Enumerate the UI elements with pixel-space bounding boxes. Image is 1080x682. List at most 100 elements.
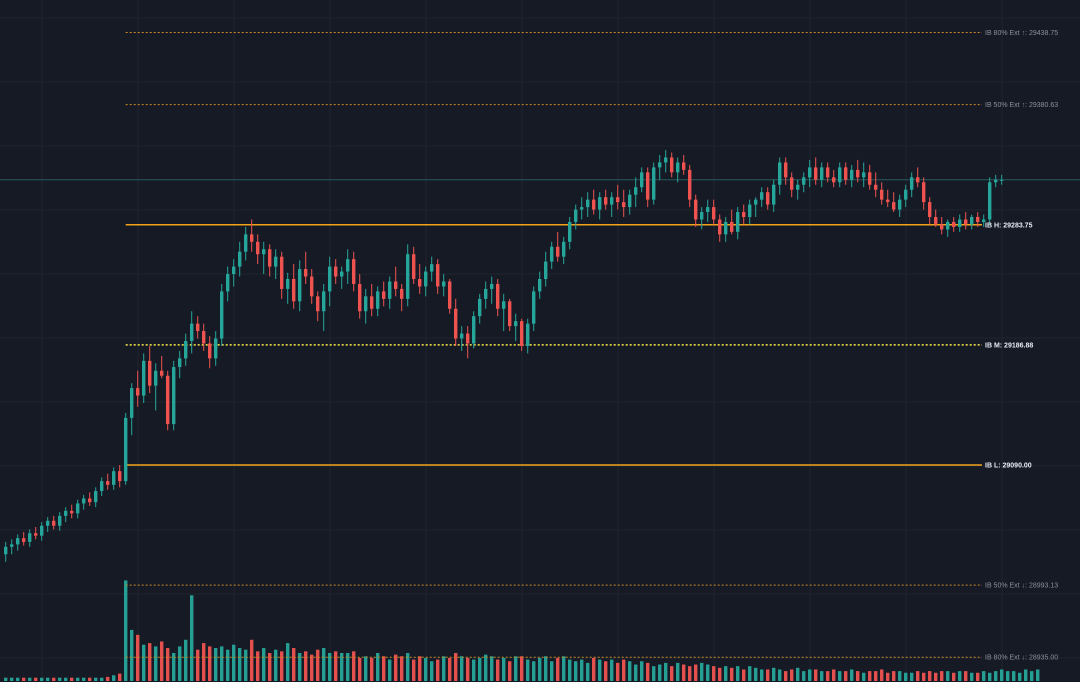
candle-body [604, 197, 608, 205]
candle-body [46, 520, 50, 526]
candle-body [424, 271, 428, 287]
volume-bar [334, 651, 338, 681]
volume-bar [208, 646, 212, 681]
candle-body [706, 207, 710, 213]
candle-body [646, 172, 650, 200]
candle-body [436, 264, 440, 287]
volume-bar [580, 659, 584, 681]
candle-body [400, 288, 404, 299]
candle-body [928, 202, 932, 217]
candle-body [124, 417, 128, 482]
volume-bar [496, 659, 500, 681]
candle-body [790, 177, 794, 190]
volume-bar [298, 652, 302, 681]
volume-bar [238, 648, 242, 681]
volume-bar [196, 649, 200, 681]
volume-bar [346, 652, 350, 681]
candle-body [52, 520, 56, 526]
candle-body [334, 266, 338, 277]
volume-bar [970, 672, 974, 681]
volume-bar [244, 649, 248, 681]
candle-body [244, 234, 248, 252]
candle-body [346, 259, 350, 272]
candle-body [256, 241, 260, 255]
volume-bar [718, 667, 722, 681]
candle-body [208, 343, 212, 359]
candle-body [1000, 179, 1004, 181]
candle-body [676, 162, 680, 173]
volume-bar [952, 672, 956, 681]
volume-bar [394, 654, 398, 681]
volume-bar [400, 656, 404, 681]
ib-level-label: IB L: 29090.00 [985, 463, 1032, 470]
volume-bar [226, 649, 230, 681]
volume-bar [178, 646, 182, 681]
candle-body [220, 291, 224, 339]
candle-body [100, 481, 104, 492]
candle-body [598, 197, 602, 210]
volume-bar [382, 656, 386, 681]
volume-bar [370, 657, 374, 681]
volume-bar [682, 664, 686, 681]
volume-bar [838, 671, 842, 681]
volume-bar [760, 669, 764, 681]
candle-body [412, 254, 416, 279]
candle-body [172, 367, 176, 425]
volume-bar [472, 659, 476, 681]
volume-bar [640, 661, 644, 681]
candle-body [214, 338, 218, 359]
volume-bar [862, 672, 866, 681]
candle-body [526, 323, 530, 346]
candle-body [964, 219, 968, 225]
candle-body [718, 219, 722, 235]
candle-body [850, 169, 854, 180]
candle-body [838, 167, 842, 183]
candle-body [766, 192, 770, 205]
candle-body [64, 510, 68, 516]
volume-bar [772, 667, 776, 681]
volume-bar [964, 671, 968, 681]
candle-body [310, 276, 314, 297]
volume-bar [274, 649, 278, 681]
volume-bar [214, 648, 218, 681]
candle-body [760, 192, 764, 200]
volume-bar [1000, 669, 1004, 681]
candle-body [262, 249, 266, 255]
candle-body [388, 281, 392, 299]
candle-body [190, 323, 194, 341]
candle-body [820, 167, 824, 180]
volume-bar [28, 677, 32, 681]
candle-body [682, 162, 686, 170]
volume-bar [490, 656, 494, 681]
volume-bar [766, 669, 770, 681]
volume-bar [202, 643, 206, 681]
candle-body [754, 199, 758, 205]
candle-body [364, 296, 368, 312]
volume-bar [616, 662, 620, 681]
candle-body [418, 279, 422, 287]
volume-bar [928, 671, 932, 681]
candle-body [634, 187, 638, 195]
candle-body [856, 169, 860, 178]
volume-bar [634, 664, 638, 681]
volume-bar [412, 659, 416, 681]
candle-body [664, 157, 668, 163]
candle-body [610, 197, 614, 205]
volume-bar [694, 664, 698, 681]
candle-body [622, 202, 626, 208]
volume-bar [352, 651, 356, 681]
volume-bar [448, 657, 452, 681]
candle-body [160, 370, 164, 376]
candle-body [184, 341, 188, 359]
volume-bar [34, 677, 38, 681]
volume-bar [676, 662, 680, 681]
volume-bar [166, 648, 170, 681]
volume-bar [574, 661, 578, 681]
candle-body [286, 279, 290, 289]
candle-body [502, 301, 506, 309]
candle-body [280, 256, 284, 289]
candle-body [508, 301, 512, 327]
candle-body [58, 515, 62, 526]
